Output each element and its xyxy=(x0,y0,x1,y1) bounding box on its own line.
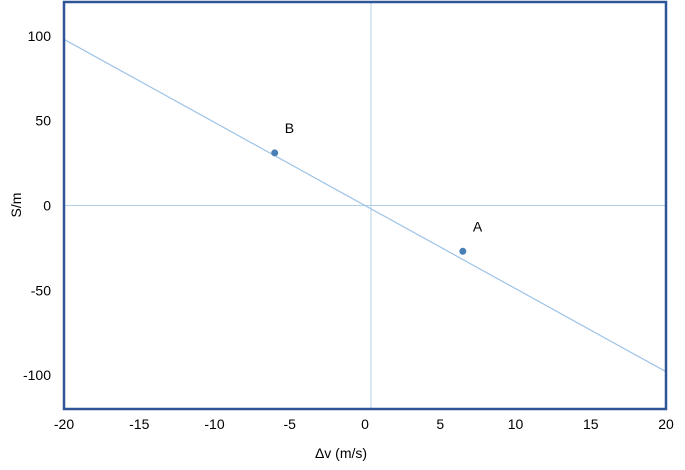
y-tick-labels: -100 -50 0 50 100 xyxy=(23,28,51,383)
point-label-a: A xyxy=(473,218,483,234)
x-axis-label: Δv (m/s) xyxy=(315,445,367,461)
x-tick-label: -10 xyxy=(204,416,224,432)
point-label-b: B xyxy=(285,120,294,136)
trend-line xyxy=(63,38,667,373)
y-tick-label: -100 xyxy=(23,367,51,383)
x-tick-label: 5 xyxy=(436,416,444,432)
x-tick-label: 0 xyxy=(361,416,369,432)
x-tick-label: -15 xyxy=(129,416,149,432)
x-tick-label: 15 xyxy=(583,416,599,432)
x-tick-label: 20 xyxy=(658,416,674,432)
x-tick-label: 10 xyxy=(508,416,524,432)
y-axis-label: S/m xyxy=(8,193,24,218)
point-b xyxy=(271,149,279,157)
y-tick-label: 0 xyxy=(43,198,51,214)
x-tick-label: -5 xyxy=(284,416,297,432)
x-tick-label: -20 xyxy=(54,416,74,432)
y-tick-label: -50 xyxy=(31,282,51,298)
y-tick-label: 50 xyxy=(35,113,51,129)
trend-line-group xyxy=(63,38,667,373)
y-tick-label: 100 xyxy=(28,28,52,44)
plot-frame xyxy=(62,0,668,411)
points-group: BA xyxy=(271,120,483,255)
point-a xyxy=(459,247,467,255)
x-tick-labels: -20 -15 -10 -5 0 5 10 15 20 xyxy=(54,416,674,432)
